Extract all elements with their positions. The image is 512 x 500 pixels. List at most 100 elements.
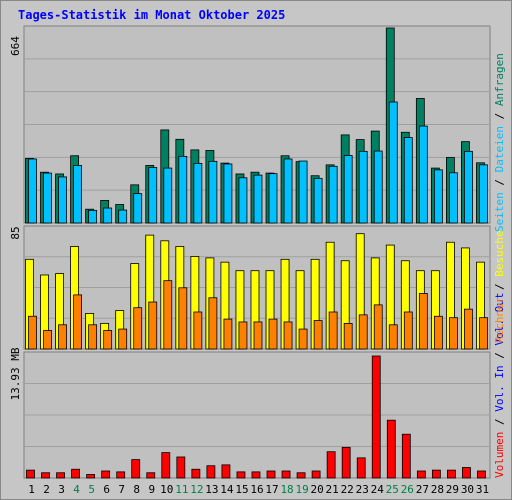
legend-requests-entry-seiten: Seiten bbox=[493, 192, 506, 232]
bar-rechner-day-18 bbox=[283, 321, 293, 350]
bar-rechner-day-17 bbox=[268, 318, 278, 350]
bar-volumen-day-25 bbox=[386, 419, 396, 479]
bar-dateien-day-17 bbox=[268, 173, 278, 224]
bar-volumen-day-9 bbox=[146, 472, 156, 479]
bar-dateien-day-18 bbox=[283, 158, 293, 224]
bar-rechner-day-15 bbox=[238, 321, 248, 350]
x-tick-label-day-2: 2 bbox=[43, 483, 50, 496]
legend-requests-entry-anfragen: Anfragen bbox=[493, 53, 506, 106]
bar-dateien-day-25 bbox=[388, 101, 398, 224]
bar-dateien-day-4 bbox=[73, 165, 82, 224]
x-tick-label-day-4: 4 bbox=[73, 483, 80, 496]
bar-rechner-day-25 bbox=[388, 324, 398, 350]
bar-dateien-day-2 bbox=[43, 172, 52, 224]
bar-volumen-day-30 bbox=[462, 467, 471, 479]
x-tick-label-day-28: 28 bbox=[431, 483, 444, 496]
x-tick-label-day-24: 24 bbox=[371, 483, 385, 496]
bar-volumen-day-22 bbox=[341, 446, 351, 479]
x-tick-label-day-11: 11 bbox=[175, 483, 188, 496]
bar-volumen-day-16 bbox=[251, 471, 261, 479]
legend-volume-entry-vol-in: Vol. In bbox=[493, 365, 506, 411]
bar-rechner-day-28 bbox=[433, 315, 443, 350]
bar-dateien-day-14 bbox=[223, 163, 233, 224]
bar-rechner-day-12 bbox=[193, 311, 203, 350]
bar-volumen-day-28 bbox=[431, 469, 441, 479]
bar-volumen-day-10 bbox=[161, 452, 171, 479]
legend-requests-separator: / bbox=[493, 172, 506, 192]
bar-volumen-day-12 bbox=[191, 468, 201, 479]
x-tick-label-day-5: 5 bbox=[88, 483, 95, 496]
bar-dateien-day-26 bbox=[403, 137, 413, 224]
bar-volumen-day-8 bbox=[131, 459, 141, 479]
x-tick-label-day-18: 18 bbox=[280, 483, 293, 496]
x-tick-label-day-17: 17 bbox=[265, 483, 278, 496]
legend-visits: Rechner / Besuche bbox=[493, 230, 506, 343]
x-tick-label-day-19: 19 bbox=[295, 483, 308, 496]
bar-volumen-day-23 bbox=[356, 457, 366, 479]
bar-rechner-day-4 bbox=[73, 294, 82, 350]
bar-dateien-day-9 bbox=[148, 167, 158, 224]
bar-volumen-day-19 bbox=[296, 472, 306, 479]
legend-volume-entry-volumen: Volumen bbox=[493, 432, 506, 478]
bar-volumen-day-4 bbox=[71, 468, 80, 479]
x-tick-label-day-6: 6 bbox=[103, 483, 110, 496]
bar-dateien-day-29 bbox=[449, 172, 458, 224]
x-tick-label-day-23: 23 bbox=[356, 483, 369, 496]
bar-rechner-day-29 bbox=[449, 317, 458, 350]
x-tick-label-day-26: 26 bbox=[401, 483, 414, 496]
bar-dateien-day-23 bbox=[358, 150, 368, 224]
bar-rechner-day-23 bbox=[358, 314, 368, 350]
bar-rechner-day-20 bbox=[313, 320, 323, 350]
bar-rechner-day-1 bbox=[28, 315, 37, 350]
bar-rechner-day-5 bbox=[88, 324, 98, 350]
bar-rechner-day-31 bbox=[479, 317, 488, 350]
panel2-ymax-label: 85 bbox=[9, 226, 22, 239]
bar-volumen-day-13 bbox=[206, 465, 216, 479]
bar-dateien-day-8 bbox=[133, 193, 143, 224]
legend-requests: Seiten / Dateien / Anfragen bbox=[493, 53, 506, 232]
bar-dateien-day-15 bbox=[238, 177, 248, 224]
bar-volumen-day-21 bbox=[326, 451, 336, 479]
bar-volumen-day-3 bbox=[56, 472, 65, 479]
legend-visits-separator: / bbox=[493, 277, 506, 297]
legend-volume-separator: / bbox=[493, 346, 506, 366]
x-tick-label-day-16: 16 bbox=[250, 483, 263, 496]
legend-visits-entry-besuche: Besuche bbox=[493, 230, 506, 276]
bar-dateien-day-20 bbox=[313, 177, 323, 224]
bar-volumen-day-15 bbox=[236, 471, 246, 479]
panel3-ymax-label: 13.93 MB bbox=[9, 347, 22, 400]
bar-volumen-day-31 bbox=[477, 470, 486, 479]
bar-volumen-day-14 bbox=[221, 464, 231, 479]
legend-requests-separator: / bbox=[493, 106, 506, 126]
chart-title: Tages-Statistik im Monat Oktober 2025 bbox=[18, 8, 286, 22]
bar-rechner-day-24 bbox=[373, 304, 383, 350]
bar-dateien-day-19 bbox=[298, 160, 308, 224]
bar-rechner-day-3 bbox=[58, 324, 67, 350]
legend-volume-separator: / bbox=[493, 412, 506, 432]
x-tick-label-day-31: 31 bbox=[476, 483, 489, 496]
bar-rechner-day-13 bbox=[208, 297, 218, 350]
bar-dateien-day-13 bbox=[208, 160, 218, 224]
bar-dateien-day-31 bbox=[479, 164, 488, 224]
x-tick-label-day-10: 10 bbox=[160, 483, 173, 496]
bar-dateien-day-1 bbox=[28, 158, 37, 224]
x-tick-label-day-7: 7 bbox=[118, 483, 125, 496]
bar-volumen-day-1 bbox=[26, 469, 35, 479]
bar-dateien-day-11 bbox=[178, 155, 188, 224]
bar-rechner-day-14 bbox=[223, 318, 233, 350]
bar-rechner-day-6 bbox=[103, 330, 113, 350]
bar-dateien-day-5 bbox=[88, 209, 98, 224]
x-tick-label-day-29: 29 bbox=[446, 483, 459, 496]
x-tick-label-day-8: 8 bbox=[133, 483, 140, 496]
bar-volumen-day-20 bbox=[311, 470, 321, 479]
bar-rechner-day-26 bbox=[403, 311, 413, 350]
bar-volumen-day-7 bbox=[116, 471, 126, 479]
bar-rechner-day-22 bbox=[343, 322, 353, 350]
bar-volumen-day-18 bbox=[281, 470, 291, 479]
bar-rechner-day-30 bbox=[464, 308, 473, 350]
x-tick-label-day-15: 15 bbox=[235, 483, 248, 496]
bar-volumen-day-6 bbox=[101, 470, 111, 479]
bar-volumen-day-5 bbox=[86, 474, 96, 479]
bar-volumen-day-11 bbox=[176, 456, 186, 479]
